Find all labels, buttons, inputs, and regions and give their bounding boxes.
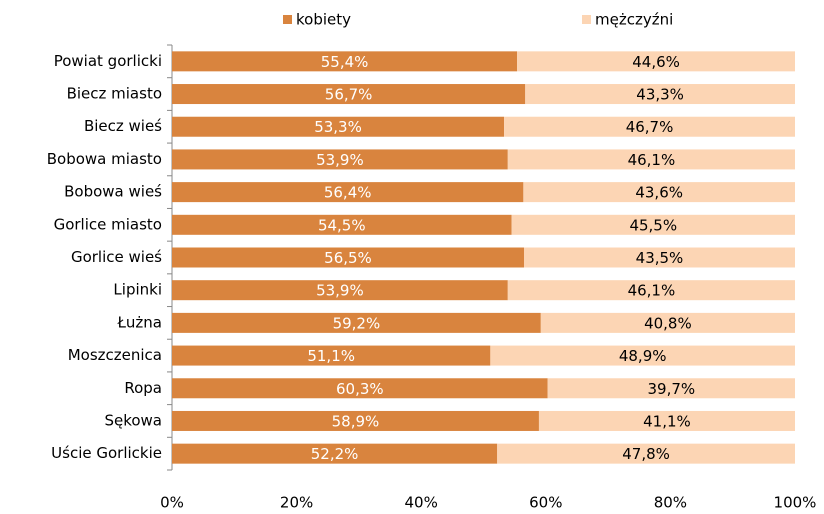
bar-segment <box>172 312 541 333</box>
bar-segment <box>172 149 508 170</box>
bar-segment <box>172 345 491 366</box>
legend-swatch <box>283 15 292 24</box>
data-label: 60,3% <box>336 380 384 398</box>
bar-segment <box>172 247 524 268</box>
data-label: 46,1% <box>628 151 676 169</box>
bar-segment <box>172 443 498 464</box>
category-label: Łużna <box>116 313 162 331</box>
bar-segment <box>517 51 795 72</box>
data-label: 51,1% <box>307 347 355 365</box>
category-label: Ropa <box>124 379 162 397</box>
bar-segment <box>172 280 508 301</box>
category-label: Moszczenica <box>68 346 162 364</box>
data-label: 46,7% <box>626 118 674 136</box>
data-label: 56,4% <box>324 184 372 202</box>
data-label: 56,7% <box>325 86 373 104</box>
legend-label: mężczyźni <box>595 11 673 29</box>
x-tick-label: 0% <box>160 494 184 512</box>
category-label: Gorlice wieś <box>71 248 162 266</box>
data-label: 45,5% <box>629 216 677 234</box>
data-label: 46,1% <box>628 282 676 300</box>
legend-swatch <box>582 15 591 24</box>
category-label: Bobowa wieś <box>64 183 162 201</box>
data-label: 47,8% <box>622 445 670 463</box>
bar-segment <box>507 149 795 170</box>
bar-segment <box>507 280 795 301</box>
bar-segment <box>172 410 539 431</box>
bar-segment <box>547 378 795 399</box>
category-label: Bobowa miasto <box>47 150 162 168</box>
data-label: 53,3% <box>314 118 362 136</box>
x-tick-label: 100% <box>774 494 817 512</box>
data-label: 53,9% <box>316 151 364 169</box>
bar-segment <box>511 214 795 235</box>
bar-segment <box>172 214 512 235</box>
category-label: Biecz wieś <box>84 117 162 135</box>
bar-segment <box>538 410 795 431</box>
data-label: 48,9% <box>619 347 667 365</box>
data-label: 55,4% <box>321 53 369 71</box>
data-label: 39,7% <box>648 380 696 398</box>
x-tick-label: 20% <box>280 494 313 512</box>
bar-segment <box>540 312 795 333</box>
bar-segment <box>172 116 505 137</box>
data-label: 43,3% <box>636 86 684 104</box>
bar-segment <box>504 116 795 137</box>
x-tick-label: 40% <box>405 494 438 512</box>
legend-label: kobiety <box>296 11 351 29</box>
bar-segment <box>172 182 524 203</box>
data-label: 43,6% <box>635 184 683 202</box>
bar-segment <box>172 51 518 72</box>
category-label: Powiat gorlicki <box>54 52 162 70</box>
bar-segment <box>525 84 795 105</box>
category-label: Lipinki <box>113 281 162 299</box>
bar-segment <box>172 378 548 399</box>
category-label: Biecz miasto <box>67 85 162 103</box>
data-label: 56,5% <box>324 249 372 267</box>
data-label: 44,6% <box>632 53 680 71</box>
bar-segment <box>523 182 795 203</box>
bar-segment <box>497 443 795 464</box>
bar-segment <box>523 247 795 268</box>
x-tick-label: 80% <box>654 494 687 512</box>
data-label: 53,9% <box>316 282 364 300</box>
data-label: 59,2% <box>333 314 381 332</box>
data-label: 52,2% <box>311 445 359 463</box>
bar-segment <box>490 345 795 366</box>
data-label: 58,9% <box>332 412 380 430</box>
category-label: Uście Gorlickie <box>51 444 162 462</box>
bar-segment <box>172 84 526 105</box>
category-label: Gorlice miasto <box>54 215 162 233</box>
category-label: Sękowa <box>104 411 162 429</box>
data-label: 40,8% <box>644 314 692 332</box>
data-label: 41,1% <box>643 412 691 430</box>
data-label: 54,5% <box>318 216 366 234</box>
x-tick-label: 60% <box>529 494 562 512</box>
data-label: 43,5% <box>636 249 684 267</box>
